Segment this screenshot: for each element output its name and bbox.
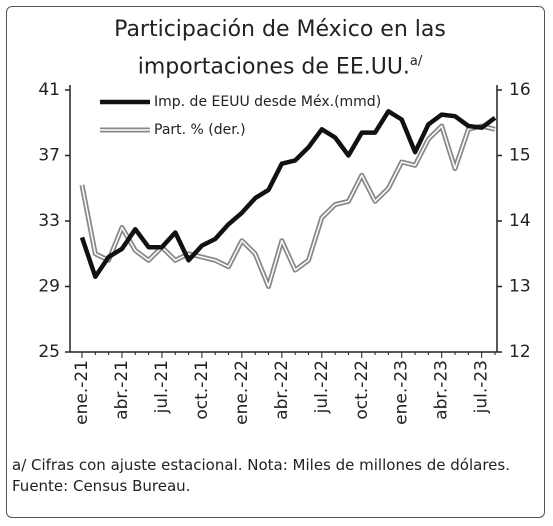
series-line [79,123,496,289]
series-line-inner [81,125,496,288]
y2-tick-label: 12 [509,342,531,362]
x-tick-label: ene.-23 [392,360,412,425]
x-tick-label: abr.-23 [432,360,452,420]
x-tick-label: abr.-22 [272,360,292,420]
x-tick-label: jul.-23 [472,360,492,414]
legend-label: Imp. de EEUU desde Méx.(mmd) [154,94,381,110]
y-tick-label: 37 [38,146,60,166]
x-tick-label: ene.-22 [232,360,252,425]
title-note: a/ [409,54,423,69]
x-tick-label: jul.-21 [152,360,172,414]
y-tick-label: 25 [38,342,60,362]
y2-tick-label: 16 [509,80,531,100]
series-line [79,109,497,279]
legend-label: Part. % (der.) [154,122,246,138]
frame [6,6,545,518]
notes: a/ Cifras con ajuste estacional. Nota: M… [12,455,532,497]
y2-tick-label: 15 [509,146,531,166]
x-tick-label: ene.-21 [72,360,92,425]
y-tick-label: 33 [38,211,60,231]
x-tick-label: oct.-21 [192,360,212,420]
x-tick-label: oct.-22 [352,360,372,420]
footnote: a/ Cifras con ajuste estacional. Nota: M… [12,456,510,474]
title-text: Participación de México en las importaci… [114,17,446,80]
source: Fuente: Census Bureau. [12,477,191,495]
x-tick-label: jul.-22 [312,360,332,414]
y2-tick-label: 14 [509,211,531,231]
x-tick-label: abr.-21 [112,360,132,420]
y-tick-label: 29 [38,277,60,297]
y2-tick-label: 13 [509,277,531,297]
chart-title: Participación de México en las importaci… [90,14,470,83]
y-tick-label: 41 [38,80,60,100]
